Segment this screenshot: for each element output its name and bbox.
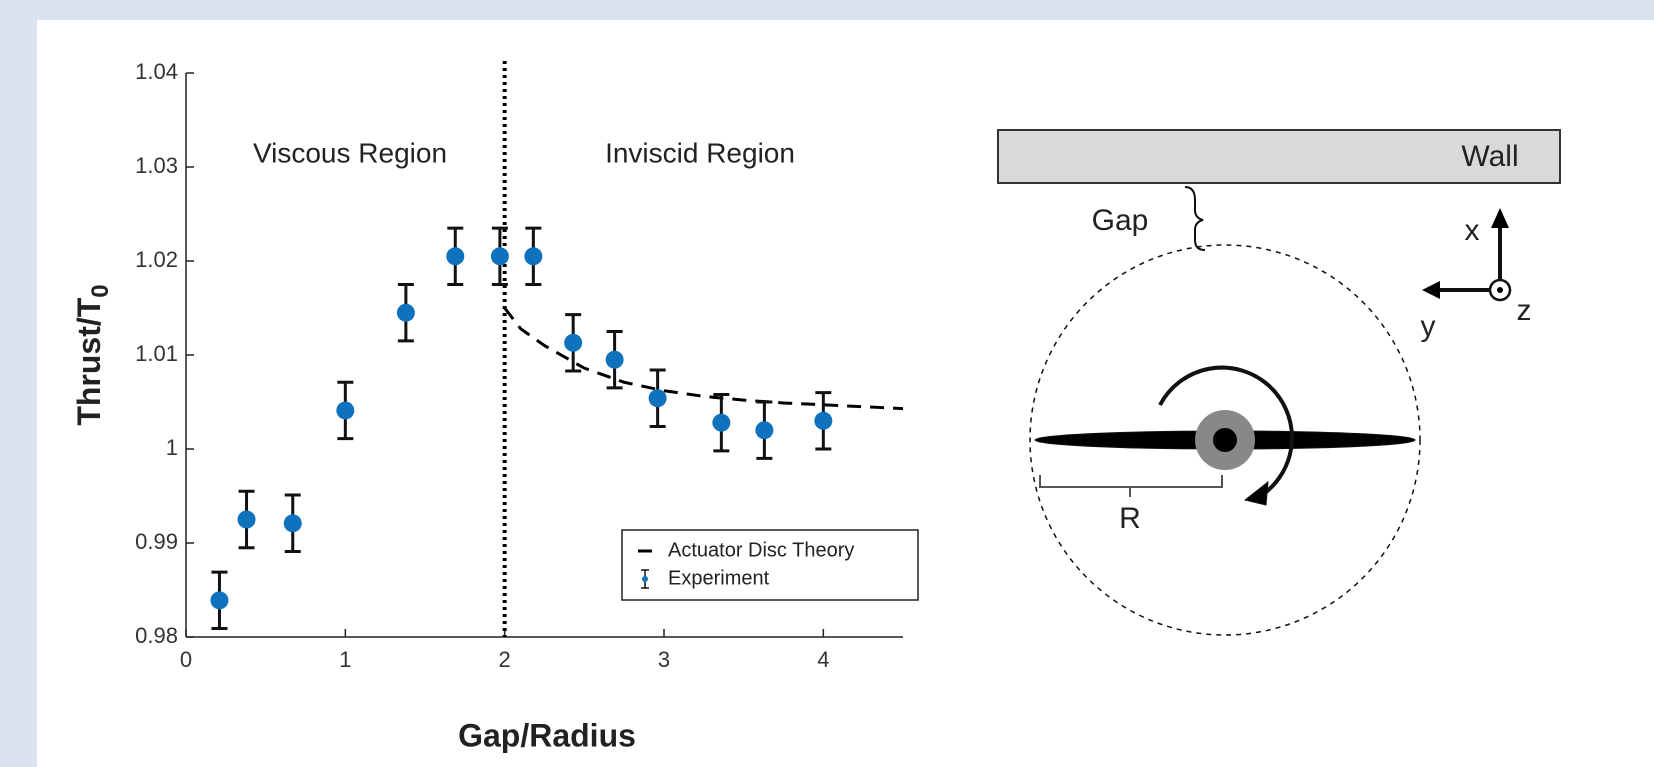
annotation: Viscous Region xyxy=(253,137,447,168)
data-point xyxy=(755,421,773,439)
y-tick-label: 0.98 xyxy=(135,623,178,648)
data-point xyxy=(564,334,582,352)
axis-x-label: x xyxy=(1465,214,1480,247)
y-tick-label: 1.03 xyxy=(135,153,178,178)
axis-y-label: y xyxy=(1421,310,1436,343)
axis-z-label: z xyxy=(1517,294,1532,327)
y-tick-label: 1.04 xyxy=(135,59,178,84)
axle xyxy=(1213,428,1237,452)
data-point xyxy=(649,389,667,407)
y-label-subscript: 0 xyxy=(87,284,114,297)
data-point xyxy=(712,414,730,432)
data-point xyxy=(336,401,354,419)
data-point xyxy=(210,591,228,609)
x-tick-label: 4 xyxy=(817,647,829,672)
data-point xyxy=(814,412,832,430)
x-tick-label: 0 xyxy=(180,647,192,672)
legend-label: Actuator Disc Theory xyxy=(668,539,854,561)
data-point xyxy=(524,247,542,265)
data-point xyxy=(446,247,464,265)
y-tick-label: 0.99 xyxy=(135,529,178,554)
x-tick-label: 2 xyxy=(499,647,511,672)
legend-label: Experiment xyxy=(668,567,770,589)
y-tick-label: 1 xyxy=(166,435,178,460)
data-point xyxy=(284,514,302,532)
radius-label: R xyxy=(1119,502,1141,535)
data-point xyxy=(238,511,256,529)
x-axis-label: Gap/Radius xyxy=(458,717,636,753)
page: Gap/Radius Thrust/T0 Viscous Region Invi… xyxy=(0,0,1654,767)
data-point xyxy=(491,247,509,265)
x-tick-label: 3 xyxy=(658,647,670,672)
y-label-text: Thrust/T xyxy=(71,297,107,425)
x-tick-label: 1 xyxy=(339,647,351,672)
annotation: Inviscid Region xyxy=(605,137,795,168)
z-dot xyxy=(1497,287,1503,293)
data-point xyxy=(606,351,624,369)
gap-label: Gap xyxy=(1092,204,1149,237)
wall-label: Wall xyxy=(1461,140,1518,173)
y-tick-label: 1.02 xyxy=(135,247,178,272)
legend-symbol xyxy=(642,576,648,582)
y-tick-label: 1.01 xyxy=(135,341,178,366)
figure: Gap/Radius Thrust/T0 Viscous Region Invi… xyxy=(0,0,1654,767)
data-point xyxy=(397,304,415,322)
